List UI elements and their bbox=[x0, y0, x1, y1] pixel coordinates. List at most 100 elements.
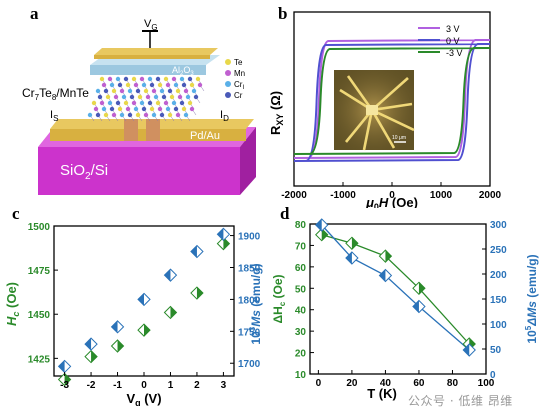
atom bbox=[197, 82, 203, 88]
marker-fill bbox=[412, 300, 419, 313]
atom bbox=[187, 76, 193, 82]
scale-bar-label: 10 μm bbox=[392, 135, 406, 141]
atom bbox=[175, 88, 181, 94]
b-y-axis-label: RXY (Ω) bbox=[268, 91, 285, 135]
marker-fill bbox=[111, 320, 118, 333]
d-right-tick-label: 50 bbox=[490, 345, 502, 356]
marker-fill bbox=[351, 237, 358, 250]
atom bbox=[191, 88, 197, 94]
b-x-tick-label: 0 bbox=[389, 190, 395, 201]
b-x-tick-label: -2000 bbox=[281, 190, 307, 201]
atom bbox=[109, 82, 115, 88]
d-right-series-line bbox=[321, 224, 470, 351]
d-x-tick-label: 60 bbox=[413, 378, 425, 389]
hysteresis-loop bbox=[293, 47, 491, 155]
marker-fill bbox=[321, 228, 328, 241]
atom bbox=[125, 82, 131, 88]
atom bbox=[109, 106, 115, 112]
atom bbox=[123, 100, 129, 106]
marker-fill bbox=[217, 228, 224, 241]
atom bbox=[143, 88, 149, 94]
atom bbox=[133, 82, 139, 88]
atom bbox=[145, 94, 151, 100]
d-right-tick-label: 100 bbox=[490, 320, 507, 331]
atom bbox=[151, 88, 157, 94]
d-left-tick-label: 70 bbox=[295, 241, 307, 252]
d-left-axis-label: ΔHc (Oe) bbox=[271, 274, 287, 323]
marker-fill bbox=[418, 282, 425, 295]
c-right-tick-label: 1850 bbox=[238, 263, 261, 274]
atom bbox=[131, 76, 137, 82]
atom bbox=[111, 88, 117, 94]
c-right-tick-label: 1800 bbox=[238, 295, 261, 306]
heterostructure-label: Cr7Te8/MnTe bbox=[22, 86, 89, 102]
c-right-tick-label: 1700 bbox=[238, 359, 261, 370]
atom bbox=[119, 88, 125, 94]
atom bbox=[135, 112, 141, 118]
marker-fill bbox=[85, 338, 92, 351]
gate-top bbox=[94, 48, 218, 55]
atom bbox=[129, 94, 135, 100]
c-x-tick-label: 3 bbox=[221, 380, 227, 391]
atom bbox=[171, 76, 177, 82]
d-x-axis-label: T (K) bbox=[367, 386, 397, 401]
substrate-front bbox=[38, 147, 240, 195]
d-right-tick-label: 250 bbox=[490, 245, 507, 256]
atom bbox=[193, 94, 199, 100]
contact-text: Pd/Au bbox=[190, 130, 220, 142]
atom bbox=[147, 100, 153, 106]
atom bbox=[111, 112, 117, 118]
substrate-text: SiO2/Si bbox=[60, 162, 108, 182]
marker-fill bbox=[345, 252, 352, 264]
dielectric-text: Al2O3 bbox=[172, 65, 194, 77]
marker-fill bbox=[379, 269, 386, 282]
atom bbox=[117, 82, 123, 88]
atom bbox=[175, 112, 181, 118]
c-left-tick-label: 1475 bbox=[28, 266, 51, 277]
atom bbox=[87, 112, 93, 118]
atom bbox=[179, 100, 185, 106]
d-left-tick-label: 60 bbox=[295, 263, 307, 274]
atom bbox=[163, 76, 169, 82]
c-left-axis-label: Hc (Oe) bbox=[4, 282, 21, 326]
atom bbox=[153, 94, 159, 100]
atom-legend: Te Mn CrI Cr bbox=[225, 58, 245, 100]
panel-b-label: b bbox=[278, 4, 288, 23]
c-x-tick-label: -2 bbox=[87, 380, 96, 391]
marker-fill bbox=[117, 340, 124, 352]
atom bbox=[103, 112, 109, 118]
b-x-axis-label: μ0H (Oe) bbox=[365, 195, 418, 208]
atom bbox=[127, 112, 133, 118]
atom bbox=[143, 112, 149, 118]
c-right-tick-label: 1750 bbox=[238, 327, 261, 338]
atom bbox=[165, 82, 171, 88]
panel-d-label: d bbox=[280, 204, 290, 223]
c-x-tick-label: 0 bbox=[141, 380, 147, 391]
panel-a-label: a bbox=[30, 4, 39, 23]
watermark: 公众号 · 低维 昂维 bbox=[408, 394, 513, 408]
atom bbox=[189, 82, 195, 88]
d-right-tick-label: 300 bbox=[490, 220, 507, 231]
atom bbox=[115, 100, 121, 106]
atom bbox=[131, 100, 137, 106]
panel-d-line-chart: 10 20 30 40 50 60 70 80 0 50 100 150 200 250 300 0 20 40 6… bbox=[271, 218, 539, 401]
atom bbox=[155, 100, 161, 106]
b-legend: 3 V 0 V -3 V bbox=[418, 24, 463, 58]
atom bbox=[171, 100, 177, 106]
atom bbox=[151, 112, 157, 118]
marker-fill bbox=[164, 269, 171, 282]
atom bbox=[117, 106, 123, 112]
marker-fill bbox=[196, 287, 203, 300]
atom bbox=[107, 76, 113, 82]
atom bbox=[149, 106, 155, 112]
gate-label: VG bbox=[144, 18, 158, 32]
atom bbox=[155, 76, 161, 82]
atom bbox=[115, 76, 121, 82]
d-left-tick-label: 20 bbox=[295, 349, 307, 360]
atom bbox=[95, 88, 101, 94]
atom bbox=[173, 106, 179, 112]
atom bbox=[189, 106, 195, 112]
atom bbox=[105, 94, 111, 100]
d-left-tick-label: 80 bbox=[295, 220, 307, 231]
atom bbox=[101, 106, 107, 112]
